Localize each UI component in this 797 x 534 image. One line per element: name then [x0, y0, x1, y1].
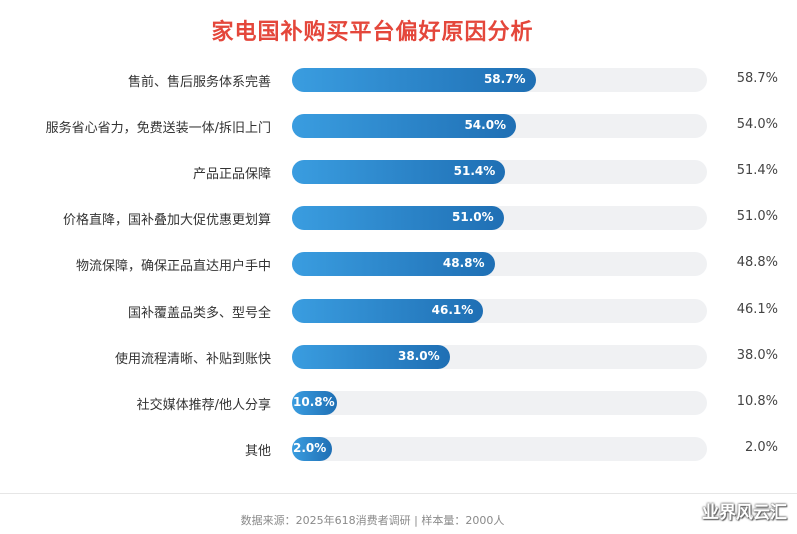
bar-track: 51.0%: [292, 206, 707, 230]
bar: 2.0%: [292, 437, 332, 461]
category-label: 售前、售后服务体系完善: [127, 75, 271, 90]
bar: 51.4%: [292, 160, 506, 184]
value-label: 48.8%: [736, 255, 778, 270]
bar-track: 10.8%: [292, 391, 707, 415]
bar-value-label: 51.0%: [452, 210, 494, 224]
bar-track: 58.7%: [292, 68, 707, 92]
bar: 48.8%: [292, 252, 495, 276]
bar-track: 46.1%: [292, 299, 707, 323]
watermark-logo-text: 业界风云汇: [702, 503, 787, 523]
category-label: 国补覆盖品类多、型号全: [127, 306, 271, 321]
category-label: 价格直降，国补叠加大促优惠更划算: [62, 213, 271, 228]
bar-value-label: 46.1%: [431, 303, 474, 317]
value-label: 46.1%: [736, 302, 778, 317]
bar-row: 价格直降，国补叠加大促优惠更划算 51.0% 51.0%: [0, 206, 797, 230]
category-label: 服务省心省力，免费送装一体/拆旧上门: [45, 121, 271, 136]
bar-value-label: 48.8%: [442, 256, 485, 270]
chart-title: 家电国补购买平台偏好原因分析: [211, 20, 534, 45]
bar: 51.0%: [292, 206, 504, 230]
value-label: 38.0%: [736, 348, 778, 363]
bar: 46.1%: [292, 299, 484, 323]
category-label: 其他: [244, 444, 271, 459]
bar-row: 产品正品保障 51.4% 51.4%: [0, 160, 797, 184]
bar-row: 服务省心省力，免费送装一体/拆旧上门 54.0% 54.0%: [0, 114, 797, 138]
bar-value-label: 38.0%: [398, 349, 440, 363]
bar-track: 51.4%: [292, 160, 707, 184]
bar-row: 物流保障，确保正品直达用户手中 48.8% 48.8%: [0, 252, 797, 276]
bar-row: 使用流程清晰、补贴到账快 38.0% 38.0%: [0, 345, 797, 369]
category-label: 产品正品保障: [192, 167, 271, 182]
value-label: 51.4%: [736, 163, 778, 178]
bar-row: 售前、售后服务体系完善 58.7% 58.7%: [0, 68, 797, 92]
bar-value-label: 10.8%: [293, 395, 335, 409]
bar-value-label: 58.7%: [483, 72, 526, 86]
value-label: 51.0%: [736, 209, 778, 224]
bar-row: 社交媒体推荐/他人分享 10.8% 10.8%: [0, 391, 797, 415]
bar-track: 2.0%: [292, 437, 707, 461]
bar-row: 国补覆盖品类多、型号全 46.1% 46.1%: [0, 299, 797, 323]
value-label: 54.0%: [736, 117, 778, 132]
data-source-note: 数据来源：2025年618消费者调研 | 样本量：2000人: [240, 514, 505, 527]
value-label: 58.7%: [736, 71, 778, 86]
bar-value-label: 51.4%: [453, 164, 496, 178]
bar: 58.7%: [292, 68, 536, 92]
bar-track: 48.8%: [292, 252, 707, 276]
value-label: 2.0%: [744, 440, 778, 455]
bar-row: 其他 2.0% 2.0%: [0, 437, 797, 461]
bar: 38.0%: [292, 345, 450, 369]
footer-divider: [0, 493, 797, 494]
bar: 54.0%: [292, 114, 517, 138]
category-label: 社交媒体推荐/他人分享: [136, 398, 271, 413]
bar: 10.8%: [292, 391, 337, 415]
category-label: 物流保障，确保正品直达用户手中: [75, 259, 271, 274]
bar-value-label: 2.0%: [293, 441, 327, 455]
bar-value-label: 54.0%: [464, 118, 507, 132]
category-label: 使用流程清晰、补贴到账快: [114, 352, 271, 367]
bar-track: 38.0%: [292, 345, 707, 369]
bar-track: 54.0%: [292, 114, 707, 138]
value-label: 10.8%: [736, 394, 778, 409]
